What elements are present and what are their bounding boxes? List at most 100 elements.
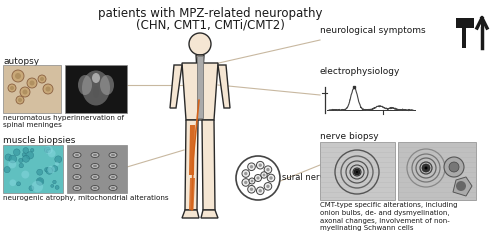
Circle shape xyxy=(27,78,37,88)
Circle shape xyxy=(43,84,53,94)
Ellipse shape xyxy=(91,152,99,158)
Ellipse shape xyxy=(109,164,117,169)
Ellipse shape xyxy=(91,185,99,191)
Polygon shape xyxy=(185,120,198,210)
Ellipse shape xyxy=(93,86,99,98)
Circle shape xyxy=(46,86,51,91)
FancyBboxPatch shape xyxy=(3,145,63,193)
Polygon shape xyxy=(481,18,484,33)
FancyBboxPatch shape xyxy=(65,65,127,113)
FancyBboxPatch shape xyxy=(3,65,61,113)
Circle shape xyxy=(8,84,16,92)
Circle shape xyxy=(258,189,262,193)
Circle shape xyxy=(16,182,20,186)
Circle shape xyxy=(9,155,16,163)
Ellipse shape xyxy=(91,164,99,169)
Polygon shape xyxy=(182,210,199,218)
Circle shape xyxy=(422,164,430,172)
Ellipse shape xyxy=(100,75,114,95)
Ellipse shape xyxy=(111,176,115,178)
Circle shape xyxy=(5,154,12,161)
Circle shape xyxy=(266,168,270,171)
Circle shape xyxy=(36,169,43,175)
Circle shape xyxy=(10,86,14,90)
Circle shape xyxy=(26,152,34,159)
Circle shape xyxy=(354,169,360,175)
Ellipse shape xyxy=(111,165,115,167)
Circle shape xyxy=(22,89,28,94)
Circle shape xyxy=(456,181,466,191)
Circle shape xyxy=(244,181,248,184)
Polygon shape xyxy=(170,65,182,108)
FancyBboxPatch shape xyxy=(320,142,395,200)
Polygon shape xyxy=(189,178,195,210)
Circle shape xyxy=(248,163,256,171)
Circle shape xyxy=(52,180,56,184)
Circle shape xyxy=(261,172,267,178)
Ellipse shape xyxy=(73,164,81,169)
Text: autopsy: autopsy xyxy=(3,57,39,66)
Circle shape xyxy=(449,162,459,172)
Circle shape xyxy=(266,185,270,188)
Circle shape xyxy=(46,149,50,153)
Circle shape xyxy=(248,185,256,193)
Ellipse shape xyxy=(75,176,79,178)
Ellipse shape xyxy=(111,154,115,156)
Circle shape xyxy=(46,167,52,174)
Circle shape xyxy=(267,174,275,182)
Circle shape xyxy=(258,164,262,167)
Ellipse shape xyxy=(91,174,99,179)
Circle shape xyxy=(256,176,260,180)
Circle shape xyxy=(264,182,272,190)
Circle shape xyxy=(30,80,35,85)
Circle shape xyxy=(15,73,21,79)
Circle shape xyxy=(23,148,28,153)
Polygon shape xyxy=(481,18,484,48)
Circle shape xyxy=(249,178,255,184)
Ellipse shape xyxy=(73,174,81,179)
Circle shape xyxy=(18,98,22,102)
Polygon shape xyxy=(218,65,230,108)
Ellipse shape xyxy=(111,187,115,189)
Circle shape xyxy=(8,160,16,168)
Circle shape xyxy=(22,153,26,157)
Polygon shape xyxy=(481,18,484,33)
Text: CMT-type specific alterations, including
onion bulbs, de- and dysmyelination,
ax: CMT-type specific alterations, including… xyxy=(320,202,458,231)
Polygon shape xyxy=(182,63,218,120)
Text: patients with MPZ-related neuropathy: patients with MPZ-related neuropathy xyxy=(98,7,322,20)
Circle shape xyxy=(36,178,44,185)
Ellipse shape xyxy=(93,165,97,167)
Polygon shape xyxy=(202,120,215,210)
Circle shape xyxy=(250,165,253,168)
Circle shape xyxy=(32,181,43,192)
Circle shape xyxy=(4,167,10,173)
Circle shape xyxy=(10,179,16,186)
Circle shape xyxy=(51,184,54,187)
Polygon shape xyxy=(462,28,466,48)
Text: neurological symptoms: neurological symptoms xyxy=(320,26,426,35)
Circle shape xyxy=(18,158,23,163)
Ellipse shape xyxy=(93,154,97,156)
Circle shape xyxy=(22,171,30,178)
Circle shape xyxy=(242,179,250,186)
Circle shape xyxy=(254,174,262,181)
Circle shape xyxy=(356,171,358,173)
Circle shape xyxy=(37,179,43,184)
Polygon shape xyxy=(189,125,195,175)
Circle shape xyxy=(48,149,56,157)
Ellipse shape xyxy=(93,176,97,178)
Polygon shape xyxy=(196,55,204,63)
Circle shape xyxy=(20,87,30,97)
Text: neurogenic atrophy, mitochondrial alterations: neurogenic atrophy, mitochondrial altera… xyxy=(3,195,168,201)
Circle shape xyxy=(55,162,59,166)
Ellipse shape xyxy=(78,75,92,95)
Polygon shape xyxy=(453,177,472,196)
Circle shape xyxy=(189,33,211,55)
Circle shape xyxy=(250,187,253,191)
Circle shape xyxy=(55,185,59,190)
Ellipse shape xyxy=(73,185,81,191)
Circle shape xyxy=(44,147,51,153)
Circle shape xyxy=(52,166,58,172)
Circle shape xyxy=(22,155,30,162)
Circle shape xyxy=(444,157,464,177)
